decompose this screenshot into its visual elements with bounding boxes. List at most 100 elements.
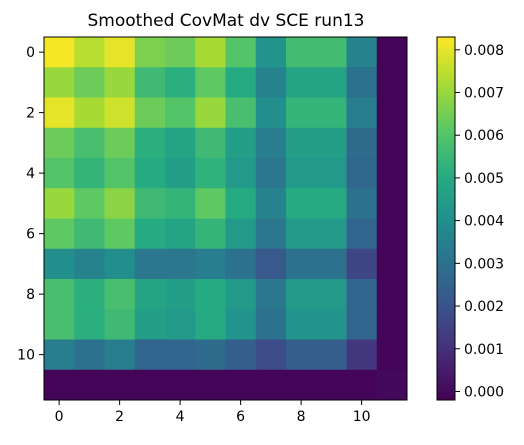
heatmap-cell [74, 248, 105, 280]
heatmap-cell [346, 248, 378, 280]
heatmap-cell [255, 248, 287, 280]
chart-title: Smoothed CovMat dv SCE run13 [88, 11, 365, 31]
x-tick-label: 10 [353, 409, 371, 425]
colorbar-tick-label: 0.004 [464, 214, 504, 230]
heatmap-cell [165, 188, 196, 219]
heatmap-cell [316, 37, 347, 68]
heatmap-cell [255, 218, 287, 250]
heatmap-cell [376, 339, 408, 371]
plot-frame [43, 36, 408, 401]
colorbar-tick-label: 0.001 [464, 342, 504, 358]
heatmap-cell [316, 339, 347, 371]
heatmap-cell [165, 37, 196, 68]
heatmap-cell [195, 188, 226, 219]
heatmap-cell [74, 309, 105, 340]
y-tick-label: 0 [26, 45, 35, 61]
heatmap-cell [346, 339, 378, 371]
heatmap-cell [104, 37, 136, 68]
heatmap-cell [44, 97, 75, 129]
colorbar-tick-label: 0.005 [464, 171, 504, 187]
heatmap-cell [346, 369, 378, 401]
colorbar [436, 36, 456, 401]
heatmap-cell [255, 339, 287, 371]
heatmap-cell [165, 369, 196, 401]
heatmap-cell [346, 97, 378, 129]
heatmap-cell [134, 218, 166, 250]
heatmap-cell [74, 339, 105, 371]
heatmap-cell [134, 97, 166, 129]
heatmap-cell [225, 127, 257, 159]
heatmap-cell [346, 188, 378, 219]
y-tick-label: 8 [26, 287, 35, 303]
heatmap-cell [195, 248, 226, 280]
heatmap-cell [255, 279, 287, 310]
heatmap-cell [316, 369, 347, 401]
heatmap-cell [44, 309, 75, 340]
heatmap-cell [346, 218, 378, 250]
heatmap-cell [44, 369, 75, 401]
heatmap-cell [286, 127, 317, 159]
heatmap-cell [134, 127, 166, 159]
heatmap-cell [225, 97, 257, 129]
heatmap-cell [74, 279, 105, 310]
heatmap-cell [195, 279, 226, 310]
heatmap-cell [74, 188, 105, 219]
heatmap-cell [165, 218, 196, 250]
heatmap-cell [225, 158, 257, 189]
heatmap-cell [165, 309, 196, 340]
heatmap-cell [134, 369, 166, 401]
heatmap-cell [195, 369, 226, 401]
heatmap-cell [74, 97, 105, 129]
heatmap-cell [346, 37, 378, 68]
heatmap-cell [376, 37, 408, 68]
heatmap-cell [165, 248, 196, 280]
heatmap-cell [286, 37, 317, 68]
heatmap-cell [44, 248, 75, 280]
heatmap-cell [225, 369, 257, 401]
heatmap-cell [104, 218, 136, 250]
heatmap-cell [134, 158, 166, 189]
heatmap-cell [74, 218, 105, 250]
heatmap-cell [74, 67, 105, 98]
heatmap-cell [376, 248, 408, 280]
heatmap-cell [346, 127, 378, 159]
heatmap-cell [195, 37, 226, 68]
heatmap-cell [346, 67, 378, 98]
heatmap-cell [316, 279, 347, 310]
heatmap-cell [346, 158, 378, 189]
heatmap-cell [255, 97, 287, 129]
heatmap-cell [165, 158, 196, 189]
heatmap-cell [286, 369, 317, 401]
x-axis: 0 2 4 6 8 10 [55, 400, 371, 425]
y-tick-label: 6 [26, 227, 35, 243]
heatmap-cell [255, 158, 287, 189]
heatmap-cell [44, 218, 75, 250]
heatmap-cell [255, 369, 287, 401]
heatmap-cell [44, 67, 75, 98]
heatmap-cell [255, 37, 287, 68]
heatmap-cell [195, 67, 226, 98]
heatmap-cell [316, 97, 347, 129]
heatmap-cell [195, 218, 226, 250]
heatmap-cell [376, 369, 408, 401]
heatmap-cell [195, 309, 226, 340]
heatmap-cell [134, 37, 166, 68]
heatmap-cell [376, 158, 408, 189]
heatmap-cell [376, 218, 408, 250]
heatmap-cell [316, 127, 347, 159]
heatmap-cell [104, 279, 136, 310]
heatmap-cell [104, 127, 136, 159]
heatmap-cell [376, 188, 408, 219]
heatmap-cell [165, 339, 196, 371]
heatmap-cell [104, 158, 136, 189]
heatmap-cell [104, 188, 136, 219]
heatmap-cell [346, 309, 378, 340]
heatmap-cell [134, 309, 166, 340]
heatmap-cell [286, 309, 317, 340]
heatmap-cell [225, 67, 257, 98]
y-axis: 0 2 4 6 8 10 [17, 45, 44, 364]
heatmap-cell [225, 37, 257, 68]
heatmap-cell [376, 279, 408, 310]
heatmap-cell [225, 279, 257, 310]
heatmap-cell [74, 37, 105, 68]
